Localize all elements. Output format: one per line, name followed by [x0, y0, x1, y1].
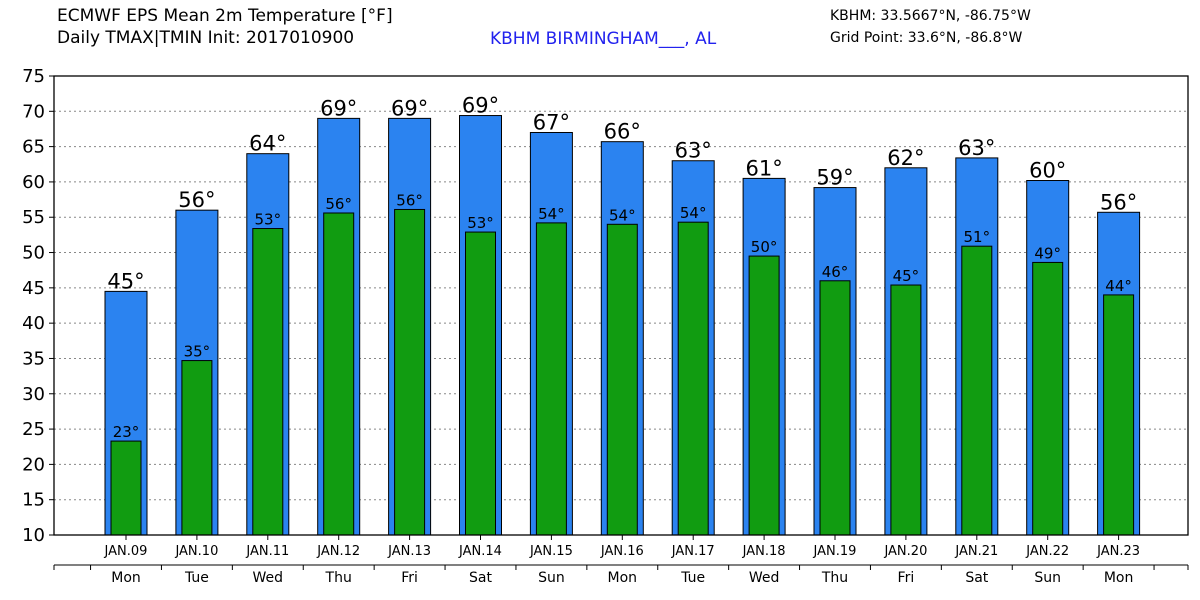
date-label: JAN.18	[742, 544, 786, 559]
tmin-bar	[110, 440, 142, 536]
tmin-label: 56°	[396, 191, 423, 209]
tmin-bar	[748, 255, 780, 536]
grid-point-coordinates: Grid Point: 33.6°N, -86.8°W	[830, 30, 1023, 46]
tmin-bar	[890, 284, 922, 536]
y-tick-label: 25	[22, 419, 45, 440]
tmin-label: 54°	[680, 204, 707, 222]
date-label: JAN.09	[104, 544, 148, 559]
tmin-label: 56°	[325, 195, 352, 213]
y-tick-label: 30	[22, 384, 45, 405]
tmax-label: 66°	[604, 120, 641, 144]
date-label: JAN.10	[174, 544, 218, 559]
tmin-label: 23°	[113, 423, 140, 441]
weekday-label: Fri	[898, 570, 915, 586]
y-tick-label: 60	[22, 172, 45, 193]
tmax-label: 69°	[320, 96, 357, 120]
tmin-label: 35°	[184, 343, 211, 361]
y-tick-label: 40	[22, 313, 45, 334]
y-tick-label: 35	[22, 348, 45, 369]
tmin-label: 54°	[609, 206, 636, 224]
chart-title: ECMWF EPS Mean 2m Temperature [°F]	[57, 6, 393, 26]
y-tick-label: 50	[22, 243, 45, 264]
tmin-bar	[394, 208, 426, 536]
tmin-bar	[465, 231, 496, 536]
weekday-label: Sat	[965, 570, 988, 586]
weekday-label: Wed	[749, 570, 780, 586]
date-label: JAN.21	[954, 544, 998, 559]
date-label: JAN.23	[1096, 544, 1140, 559]
tmin-label: 45°	[893, 267, 920, 285]
weekday-label: Tue	[184, 570, 209, 586]
y-tick-label: 55	[22, 207, 45, 228]
tmin-label: 54°	[538, 205, 565, 223]
tmin-label: 44°	[1105, 277, 1132, 295]
date-label: JAN.14	[458, 544, 502, 559]
tmin-label: 49°	[1034, 244, 1061, 262]
tmin-bar	[961, 245, 993, 536]
tmin-label: 53°	[255, 211, 282, 229]
tmax-label: 62°	[887, 146, 924, 170]
tmin-bar	[323, 212, 355, 536]
weekday-label: Thu	[325, 570, 352, 586]
tmin-bar	[1032, 261, 1064, 536]
y-tick-label: 75	[22, 66, 45, 87]
tmin-label: 51°	[964, 228, 991, 246]
weekday-label: Sun	[538, 570, 565, 586]
tmax-label: 63°	[675, 139, 712, 163]
tmin-label: 50°	[751, 238, 778, 256]
y-tick-label: 70	[22, 101, 45, 122]
tmax-label: 69°	[462, 94, 499, 118]
station-name: KBHM BIRMINGHAM___, AL	[490, 29, 717, 49]
tmax-label: 60°	[1029, 159, 1066, 183]
tmin-bar	[252, 228, 284, 536]
date-label: JAN.22	[1025, 544, 1069, 559]
tmin-label: 46°	[822, 263, 849, 281]
weekday-label: Mon	[1104, 570, 1134, 586]
date-label: JAN.16	[600, 544, 644, 559]
weekday-label: Thu	[821, 570, 848, 586]
tmax-label: 64°	[249, 132, 286, 156]
tmin-label: 53°	[467, 214, 494, 232]
tmin-bar	[181, 360, 213, 536]
tmin-bar	[606, 223, 638, 536]
weekday-label: Mon	[608, 570, 638, 586]
weekday-label: Sat	[469, 570, 492, 586]
weekday-label: Fri	[401, 570, 418, 586]
tmin-bar	[819, 280, 851, 536]
tmax-label: 69°	[391, 96, 428, 120]
tmax-label: 63°	[958, 136, 995, 160]
date-label: JAN.20	[883, 544, 927, 559]
y-tick-label: 10	[22, 525, 45, 546]
chart-subtitle: Daily TMAX|TMIN Init: 2017010900	[57, 28, 355, 48]
tmax-label: 56°	[178, 188, 215, 212]
tmax-label: 45°	[107, 269, 144, 293]
date-label: JAN.19	[813, 544, 857, 559]
station-coordinates: KBHM: 33.5667°N, -86.75°W	[830, 8, 1031, 24]
weekday-label: Tue	[680, 570, 705, 586]
tmin-bar	[535, 222, 567, 536]
plot-frame	[53, 75, 1189, 536]
tmax-label: 59°	[816, 166, 853, 190]
date-label: JAN.11	[245, 544, 289, 559]
date-label: JAN.17	[671, 544, 715, 559]
weekday-label: Mon	[111, 570, 141, 586]
y-tick-label: 65	[22, 137, 45, 158]
weekday-label: Sun	[1034, 570, 1061, 586]
y-tick-label: 20	[22, 454, 45, 475]
y-tick-label: 45	[22, 278, 45, 299]
weekday-label: Wed	[253, 570, 284, 586]
tmin-bar	[677, 221, 709, 536]
date-label: JAN.12	[316, 544, 360, 559]
tmax-label: 67°	[533, 110, 570, 134]
y-tick-label: 15	[22, 490, 45, 511]
tmax-label: 56°	[1100, 190, 1137, 214]
tmax-label: 61°	[745, 156, 782, 180]
tmin-bar	[1103, 294, 1135, 536]
date-label: JAN.13	[387, 544, 431, 559]
date-label: JAN.15	[529, 544, 573, 559]
